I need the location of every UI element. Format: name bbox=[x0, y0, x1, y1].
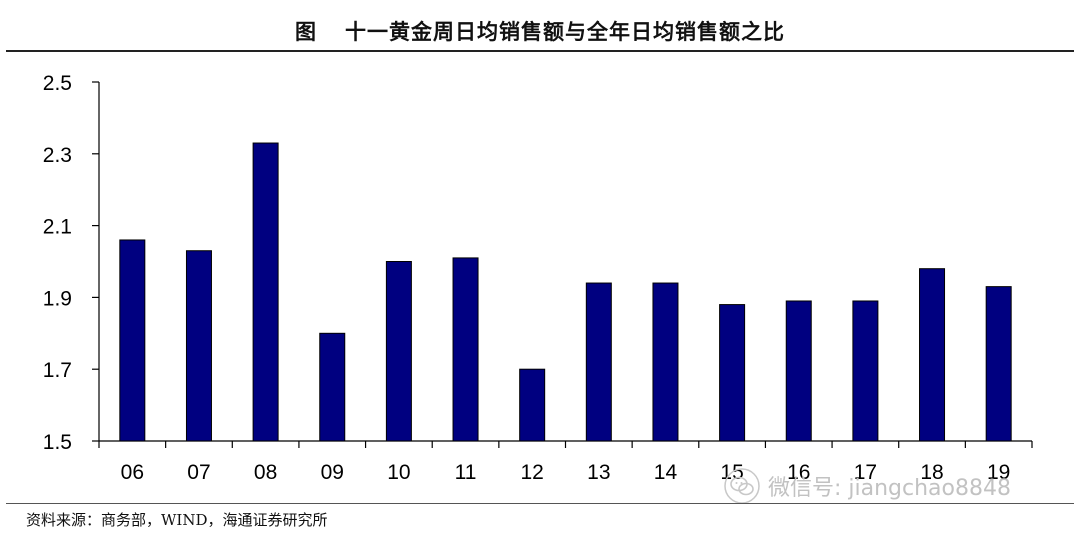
y-tick-label: 1.9 bbox=[43, 287, 72, 310]
x-tick-label: 11 bbox=[455, 461, 477, 484]
bar-18 bbox=[919, 268, 946, 442]
x-tick-label: 06 bbox=[121, 461, 144, 484]
y-tick-label: 1.5 bbox=[43, 431, 72, 454]
bar-15 bbox=[719, 304, 746, 442]
chart-axes bbox=[92, 81, 1033, 448]
source-note: 资料来源：商务部，WIND，海通证券研究所 bbox=[26, 511, 328, 529]
chart-bars bbox=[119, 142, 1012, 442]
x-tick-label: 07 bbox=[187, 461, 210, 484]
x-tick-label: 09 bbox=[321, 461, 344, 484]
bar-19 bbox=[985, 286, 1012, 442]
bar-08 bbox=[252, 142, 279, 442]
x-tick-label: 16 bbox=[787, 461, 810, 484]
bar-06 bbox=[119, 239, 146, 442]
y-tick-label: 2.5 bbox=[43, 72, 72, 95]
bar-10 bbox=[385, 261, 412, 442]
title-bar: 图 十一黄金周日均销售额与全年日均销售额之比 bbox=[6, 4, 1074, 52]
x-tick-label: 18 bbox=[920, 461, 943, 484]
x-tick-label: 12 bbox=[520, 461, 543, 484]
x-tick-label: 14 bbox=[654, 461, 678, 484]
chart-title: 图 十一黄金周日均销售额与全年日均销售额之比 bbox=[6, 16, 1074, 46]
bar-16 bbox=[785, 300, 812, 442]
y-tick-label: 1.7 bbox=[43, 359, 72, 382]
wechat-icon bbox=[724, 468, 760, 504]
footer-divider bbox=[6, 503, 1074, 504]
bar-chart: 06 07 08 09 10 11 12 13 14 15 16 17 18 19 1.51.71.92.… bbox=[43, 72, 1033, 484]
x-tick-label: 13 bbox=[587, 461, 610, 484]
bar-09 bbox=[319, 332, 346, 442]
bar-13 bbox=[585, 282, 612, 442]
x-tick-label: 19 bbox=[987, 461, 1010, 484]
watermark: 微信号: jiangchao8848 bbox=[724, 466, 1054, 506]
x-axis-labels: 06 07 08 09 10 11 12 13 14 15 16 17 18 19 bbox=[121, 461, 1011, 484]
bar-11 bbox=[452, 257, 479, 442]
figure-title: 十一黄金周日均销售额与全年日均销售额之比 bbox=[345, 19, 785, 44]
bar-17 bbox=[852, 300, 879, 442]
bar-14 bbox=[652, 282, 679, 442]
bar-07 bbox=[185, 250, 212, 442]
y-axis-labels: 1.5 1.7 1.9 2.1 2.3 2.5 bbox=[43, 72, 72, 454]
x-tick-label: 10 bbox=[387, 461, 410, 484]
y-tick-label: 2.3 bbox=[43, 144, 72, 167]
x-tick-label: 17 bbox=[854, 461, 877, 484]
bar-12 bbox=[519, 368, 546, 442]
figure-prefix: 图 bbox=[295, 19, 317, 44]
x-tick-label: 08 bbox=[254, 461, 277, 484]
watermark-text: 微信号: jiangchao8848 bbox=[768, 476, 1011, 501]
y-tick-label: 2.1 bbox=[43, 216, 72, 239]
